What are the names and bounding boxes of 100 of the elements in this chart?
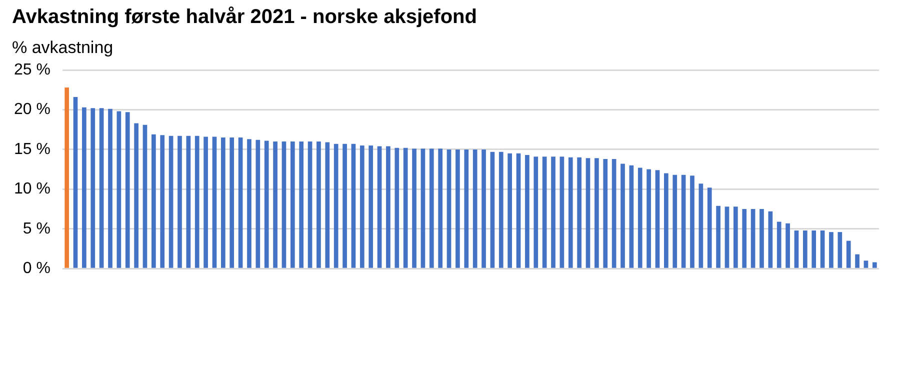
bar	[568, 157, 573, 268]
bar	[786, 223, 790, 268]
bar	[394, 148, 400, 268]
y-tick-label: 0 %	[22, 260, 50, 278]
y-axis-title: % avkastning	[12, 38, 114, 58]
bar	[534, 156, 538, 268]
bar	[342, 144, 347, 268]
bar	[186, 136, 191, 268]
bar	[290, 141, 295, 268]
bar	[403, 148, 408, 268]
bar	[629, 165, 634, 268]
bar	[134, 123, 138, 268]
bar	[90, 108, 96, 268]
bar	[152, 134, 156, 268]
bar	[142, 124, 148, 268]
bar	[516, 153, 521, 268]
bar	[820, 230, 825, 268]
bar	[446, 149, 452, 268]
bar	[776, 222, 782, 268]
bar	[168, 136, 174, 268]
bar	[577, 157, 582, 268]
bar	[368, 145, 374, 268]
bar	[125, 112, 130, 268]
bar	[560, 156, 564, 268]
y-tick-label: 5 %	[22, 220, 50, 238]
bar	[716, 206, 720, 268]
bar	[316, 141, 321, 268]
bar	[429, 148, 434, 268]
bar	[690, 176, 694, 268]
bar	[681, 174, 686, 268]
bar	[194, 136, 200, 268]
bar	[724, 206, 730, 268]
y-tick-label: 10 %	[14, 180, 50, 198]
bar	[73, 97, 78, 268]
bar	[204, 136, 208, 268]
bar	[377, 146, 382, 268]
bar	[82, 107, 86, 268]
bar	[760, 209, 764, 268]
y-tick-label: 15 %	[14, 140, 50, 158]
bar	[707, 188, 712, 268]
bar	[864, 260, 868, 268]
y-tick-label: 20 %	[14, 101, 50, 118]
bar	[212, 136, 217, 268]
bar	[508, 153, 512, 268]
bar	[247, 139, 252, 268]
bar	[472, 149, 478, 268]
bar	[230, 138, 234, 268]
bar	[829, 232, 834, 268]
bar	[655, 170, 660, 268]
bar	[638, 168, 642, 268]
bar	[282, 141, 286, 268]
bar	[264, 140, 269, 268]
bar	[551, 156, 556, 268]
bar	[482, 149, 486, 268]
bar	[308, 141, 312, 268]
bar	[99, 108, 104, 268]
bar	[734, 206, 738, 268]
bar	[750, 209, 756, 268]
bar	[586, 158, 590, 268]
bar	[646, 169, 651, 268]
bar	[612, 158, 616, 268]
bar	[273, 141, 278, 268]
bar	[160, 135, 165, 268]
bar	[498, 152, 504, 268]
bar	[742, 209, 747, 268]
bar	[238, 138, 243, 268]
bar	[438, 148, 443, 268]
bar	[812, 230, 816, 268]
bar	[351, 144, 356, 268]
bar	[178, 136, 182, 268]
bar	[664, 173, 668, 268]
bar	[64, 87, 69, 268]
bar	[542, 156, 547, 268]
bar	[490, 152, 495, 268]
bar	[802, 230, 808, 268]
bar	[698, 184, 704, 268]
bar	[221, 138, 226, 268]
bar	[594, 158, 599, 268]
chart-title: Avkastning første halvår 2021 - norske aksjefond	[12, 6, 477, 29]
bar	[846, 240, 851, 268]
bar	[360, 145, 364, 268]
bar	[256, 140, 260, 268]
bar	[672, 174, 678, 268]
bar	[464, 149, 469, 268]
bar	[794, 230, 799, 268]
bar	[420, 148, 426, 268]
bar	[872, 262, 877, 268]
y-tick-label: 25 %	[14, 61, 50, 78]
bar	[386, 146, 390, 268]
bar	[116, 111, 122, 268]
bar	[838, 232, 842, 268]
bar	[299, 141, 304, 268]
bar	[620, 164, 625, 268]
bar	[108, 108, 112, 268]
bar	[603, 158, 608, 268]
bar	[412, 148, 416, 268]
bar	[525, 155, 530, 268]
bar	[768, 211, 773, 268]
bar	[334, 144, 338, 268]
bar	[456, 149, 460, 268]
